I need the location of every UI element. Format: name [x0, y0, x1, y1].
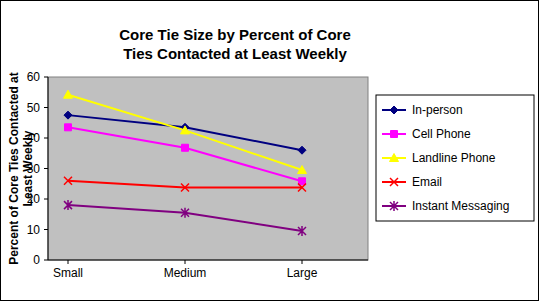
- y-axis-label-line: Percent of Core Ties Contacted at: [7, 72, 21, 265]
- legend-box: [376, 95, 534, 221]
- series-line: [68, 95, 302, 170]
- legend-label: Email: [412, 175, 442, 189]
- data-point: [65, 124, 72, 131]
- title-line: Ties Contacted at Least Weekly: [123, 45, 347, 62]
- x-tick-label: Large: [287, 266, 318, 280]
- legend-marker: [390, 106, 398, 114]
- chart-frame: [1, 1, 539, 301]
- legend-label: Instant Messaging: [412, 199, 509, 213]
- data-point: [182, 144, 189, 151]
- data-point: [181, 183, 189, 191]
- y-tick-label: 60: [27, 70, 41, 84]
- data-point: [64, 200, 72, 210]
- data-point: [298, 166, 307, 174]
- x-tick: [68, 260, 69, 264]
- y-tick-label: 40: [27, 131, 41, 145]
- legend-label: Landline Phone: [412, 151, 496, 165]
- data-point: [298, 146, 306, 154]
- y-tick-label: 20: [27, 192, 41, 206]
- legend-marker: [390, 154, 399, 162]
- legend-marker: [390, 201, 398, 211]
- y-tick: [44, 199, 48, 200]
- series-line: [68, 205, 302, 231]
- title: Core Tie Size by Percent of Core Ties Con…: [119, 26, 350, 62]
- legend-label: Cell Phone: [412, 127, 471, 141]
- y-tick: [44, 229, 48, 230]
- y-tick: [44, 138, 48, 139]
- data-point: [64, 90, 73, 98]
- legend-marker: [391, 131, 398, 138]
- legend-marker: [390, 178, 398, 186]
- data-point: [299, 178, 306, 185]
- y-tick: [44, 168, 48, 169]
- data-point: [64, 177, 72, 185]
- legend-label: In-person: [412, 103, 463, 117]
- x-tick-label: Medium: [164, 266, 207, 280]
- data-point: [181, 126, 190, 134]
- data-point: [181, 208, 189, 218]
- plot-marks: [64, 90, 307, 236]
- y-tick-label: 0: [33, 253, 40, 267]
- x-axis: [48, 260, 368, 261]
- y-tick-label: 50: [27, 101, 41, 115]
- data-point: [298, 183, 306, 191]
- x-tick: [185, 260, 186, 264]
- data-point: [298, 226, 306, 236]
- chart: Core Tie Size by Percent of Core Ties Con…: [0, 0, 539, 301]
- series-line: [68, 127, 302, 181]
- y-tick: [44, 107, 48, 108]
- y-tick: [44, 260, 48, 261]
- y-tick: [44, 77, 48, 78]
- plot-area: [48, 77, 368, 260]
- y-tick-label: 30: [27, 162, 41, 176]
- title-line: Core Tie Size by Percent of Core: [119, 26, 350, 43]
- y-tick-label: 10: [27, 223, 41, 237]
- x-tick-label: Small: [53, 266, 83, 280]
- data-point: [64, 111, 72, 119]
- x-tick: [302, 260, 303, 264]
